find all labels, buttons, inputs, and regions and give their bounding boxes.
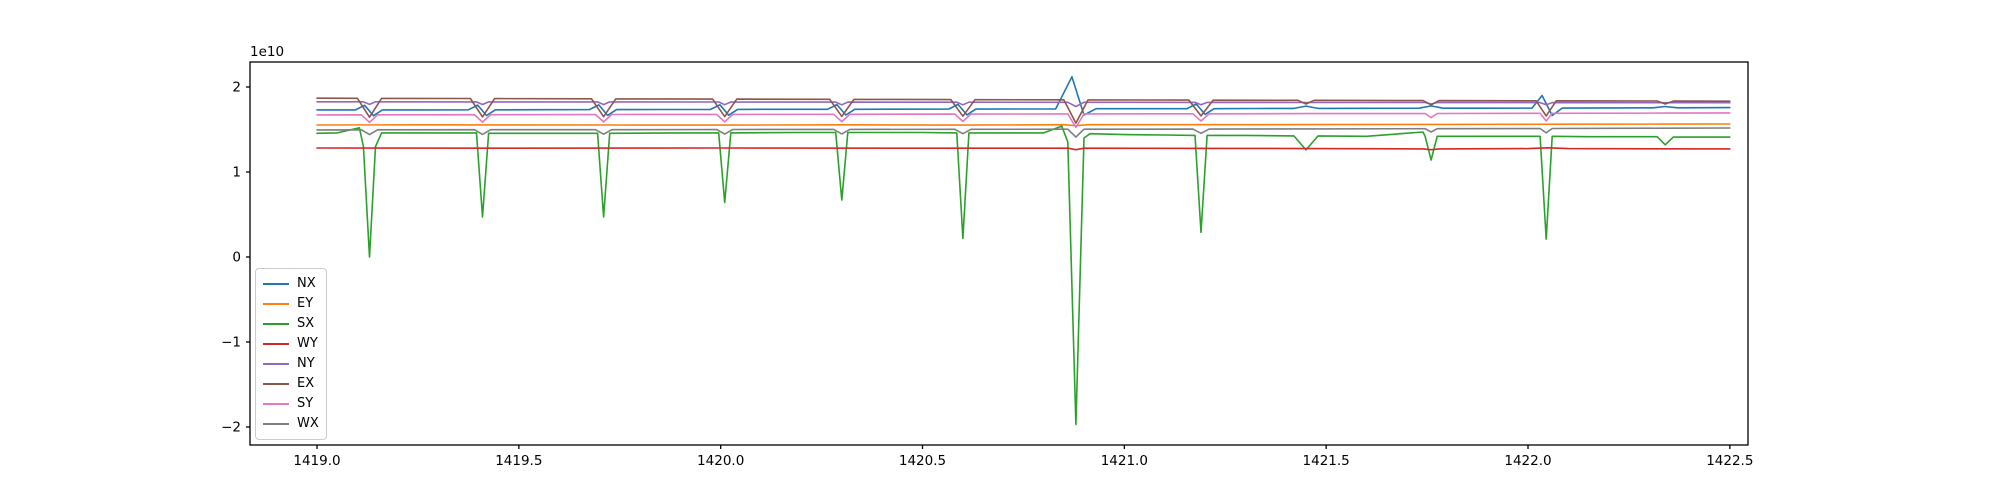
series-line-NY (316, 101, 1731, 108)
x-tick-label: 1419.0 (293, 453, 340, 469)
legend-item-EY: EY (263, 294, 318, 314)
legend-swatch-NX (263, 283, 289, 285)
series-line-EY (316, 123, 1731, 127)
legend-item-NX: NX (263, 274, 318, 294)
series-line-SY (316, 112, 1731, 129)
legend-label: WX (297, 416, 319, 431)
x-tick-label: 1419.5 (495, 453, 542, 469)
y-tick-label: 1 (232, 164, 241, 180)
legend-label: NY (297, 356, 315, 371)
legend-swatch-WY (263, 343, 289, 345)
legend-label: EY (297, 296, 314, 311)
y-tick-label: −2 (221, 419, 241, 435)
series-line-NX (316, 76, 1731, 117)
legend-swatch-NY (263, 363, 289, 365)
series-line-WY (316, 147, 1731, 151)
legend-item-NY: NY (263, 354, 318, 374)
legend-swatch-SX (263, 323, 289, 325)
legend-item-WX: WX (263, 414, 319, 434)
x-tick-label: 1421.0 (1101, 453, 1148, 469)
legend-label: SX (297, 316, 315, 331)
axes-spines (249, 61, 1749, 446)
legend-item-EX: EX (263, 374, 318, 394)
legend-label: SY (297, 396, 314, 411)
legend-swatch-SY (263, 403, 289, 405)
legend-item-WY: WY (263, 334, 318, 354)
x-tick-label: 1422.0 (1504, 453, 1551, 469)
series-line-WX (316, 127, 1731, 138)
legend-swatch-EY (263, 303, 289, 305)
legend-swatch-EX (263, 383, 289, 385)
y-tick-label: 0 (232, 249, 241, 265)
legend: NX EY SX WY NY EX SY WX (255, 268, 327, 440)
series-line-SX (316, 125, 1731, 426)
x-tick-label: 1420.5 (899, 453, 946, 469)
legend-label: NX (297, 276, 316, 291)
legend-label: WY (297, 336, 318, 351)
y-tick-label: 2 (232, 79, 241, 95)
legend-item-SX: SX (263, 314, 318, 334)
legend-item-SY: SY (263, 394, 318, 414)
legend-swatch-WX (263, 423, 289, 425)
y-axis-offset-text: 1e10 (250, 44, 285, 60)
legend-label: EX (297, 376, 315, 391)
y-tick-label: −1 (221, 334, 241, 350)
x-tick-label: 1422.5 (1706, 453, 1753, 469)
x-tick-label: 1420.0 (697, 453, 744, 469)
x-tick-label: 1421.5 (1303, 453, 1350, 469)
series-line-EX (316, 97, 1731, 124)
